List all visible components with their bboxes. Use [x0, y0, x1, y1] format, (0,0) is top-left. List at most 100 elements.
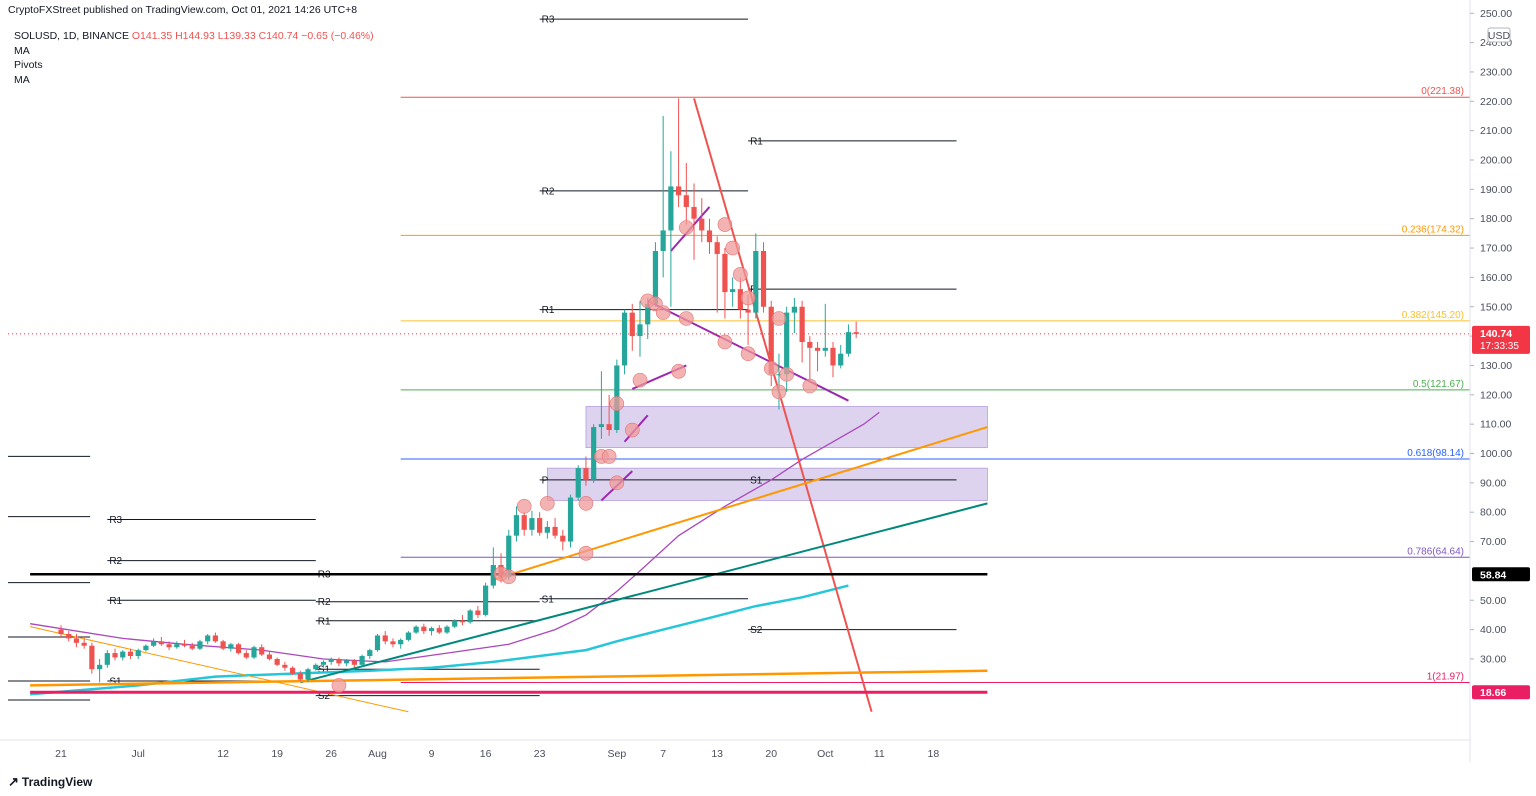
- candle-body: [591, 427, 597, 480]
- candle-body: [676, 186, 682, 196]
- currency-box: [1487, 27, 1511, 43]
- pattern-marker: [655, 305, 671, 320]
- fib-level-label: 0.5(121.67): [1413, 379, 1464, 390]
- candle-body: [452, 620, 458, 627]
- price-tick-label: 210.00: [1480, 125, 1512, 137]
- candle-body: [822, 347, 828, 351]
- candle-body: [73, 638, 80, 643]
- candle-body: [166, 644, 172, 648]
- moving-average-line: [29, 584, 849, 696]
- price-tick-label: 90.00: [1480, 477, 1506, 489]
- price-tick-label: 80.00: [1480, 507, 1506, 519]
- pattern-marker: [578, 545, 594, 561]
- pattern-marker: [516, 499, 532, 514]
- candle-body: [143, 645, 149, 651]
- price-tick-label: 190.00: [1480, 184, 1512, 196]
- trend-line: [30, 669, 988, 687]
- current-price-tag: [1472, 325, 1530, 354]
- candle-body: [784, 312, 790, 375]
- time-tick-label: 26: [325, 748, 337, 760]
- pattern-marker: [733, 267, 748, 282]
- candle-body: [621, 312, 628, 366]
- current-price-timer: 17:33:35: [1480, 341, 1519, 352]
- indicator-ma-2[interactable]: MA: [14, 73, 30, 86]
- candle-body: [251, 647, 257, 658]
- candle-body: [436, 628, 442, 633]
- price-tick-label: 250.00: [1480, 8, 1512, 20]
- indicator-pivots[interactable]: Pivots: [14, 59, 43, 71]
- candle-body: [629, 312, 635, 337]
- candle-body: [89, 645, 95, 670]
- price-marker-tag: [1472, 685, 1530, 700]
- candle-body: [807, 341, 813, 348]
- candle-body: [583, 468, 589, 480]
- price-tick-label: 70.00: [1480, 536, 1506, 548]
- pattern-marker: [740, 290, 756, 306]
- candle-body: [560, 535, 566, 542]
- fib-level-label: 0.382(145.20): [1402, 310, 1464, 321]
- candle-body: [297, 673, 303, 680]
- pivot-label: R2: [542, 186, 555, 197]
- tradingview-logo-icon: ↗: [8, 774, 19, 789]
- pattern-marker: [740, 346, 756, 362]
- candle-body: [475, 610, 481, 615]
- time-tick-label: 7: [660, 748, 666, 760]
- candle-body: [158, 641, 164, 645]
- candle-body: [490, 565, 496, 586]
- pivot-label: R1: [542, 305, 555, 316]
- fib-level-label: 0.786(64.64): [1407, 546, 1464, 557]
- candle-body: [290, 667, 296, 674]
- time-tick-label: 23: [534, 748, 546, 760]
- pattern-marker: [540, 496, 555, 511]
- price-tick-label: 40.00: [1480, 624, 1506, 636]
- candle-body: [652, 250, 659, 304]
- price-tick-label: 230.00: [1480, 66, 1512, 78]
- price-tick-label: 50.00: [1480, 595, 1506, 607]
- candle-body: [405, 632, 411, 640]
- candle-body: [467, 610, 473, 623]
- candle-body: [181, 644, 188, 646]
- candle-body: [544, 526, 550, 533]
- open-value: O141.35: [131, 30, 173, 42]
- brand-name: TradingView: [21, 775, 93, 789]
- candle-body: [313, 664, 319, 670]
- pattern-marker: [771, 384, 787, 400]
- candle-body: [598, 424, 604, 428]
- pattern-marker: [671, 364, 686, 379]
- candle-body: [235, 644, 242, 654]
- pattern-marker: [717, 217, 733, 232]
- pattern-marker: [624, 422, 640, 438]
- time-tick-label: Aug: [368, 748, 387, 760]
- pivot-label: R3: [109, 515, 122, 526]
- symbol-name[interactable]: SOLUSD, 1D, BINANCE: [14, 30, 129, 42]
- time-tick-label: 12: [217, 748, 229, 760]
- time-tick-label: Oct: [817, 748, 833, 760]
- candle-body: [97, 664, 103, 670]
- candle-body: [660, 230, 666, 251]
- candle-body: [120, 651, 126, 658]
- price-marker-label: 18.66: [1480, 687, 1506, 699]
- candle-body: [382, 635, 388, 642]
- candle-body: [513, 515, 520, 536]
- candle-body: [521, 515, 527, 530]
- candle-body: [374, 635, 381, 651]
- pattern-marker: [771, 311, 787, 326]
- candle-body: [367, 650, 373, 657]
- pattern-marker: [679, 311, 694, 326]
- price-tick-label: 130.00: [1480, 360, 1512, 372]
- pattern-marker: [763, 361, 779, 376]
- pattern-marker: [501, 569, 517, 585]
- candle-body: [66, 634, 72, 639]
- candle-body: [135, 650, 141, 657]
- candle-body: [637, 324, 643, 337]
- time-tick-label: 16: [480, 748, 492, 760]
- candle-body: [189, 645, 195, 649]
- candle-body: [606, 424, 612, 431]
- pivot-label: S1: [318, 665, 331, 676]
- price-marker-tag: [1472, 567, 1530, 582]
- pattern-marker: [725, 240, 740, 256]
- indicator-ma-1[interactable]: MA: [14, 44, 30, 57]
- pivot-label: R1: [109, 596, 122, 607]
- candle-body: [814, 347, 821, 351]
